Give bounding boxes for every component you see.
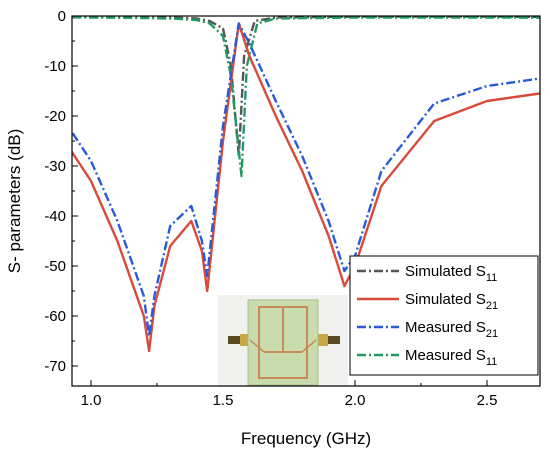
legend-label: Simulated S11 [405,263,497,284]
legend-label: Measured S21 [405,319,498,340]
y-tick-label: -70 [44,358,66,375]
y-tick-label: -50 [44,258,66,275]
legend-label: Measured S11 [405,347,497,368]
series-layer [72,16,540,353]
legend: Simulated S11 Simulated S21 Measured S21 Me… [349,255,539,376]
series-line-measured-s11 [72,16,540,178]
y-tick-label: -40 [44,208,66,225]
x-axis-title: Frequency (GHz) [241,429,371,448]
x-tick-label: 1.5 [213,392,234,409]
legend-label: Simulated S21 [405,291,498,312]
x-tick-label: 2.5 [477,392,498,409]
y-axis-title: S- parameters (dB) [5,129,24,274]
plot-frame [71,15,541,387]
y-tick-label: -20 [44,108,66,125]
y-tick-label: -10 [44,58,66,75]
y-tick-label: -60 [44,308,66,325]
filter-prototype-photo [218,295,348,387]
y-tick-label: 0 [58,8,66,25]
y-tick-label: -30 [44,158,66,175]
series-line-simulated-s21 [72,22,540,353]
axis-ticks: 1.01.52.02.53.03.54.04.50-10-20-30-40-50… [44,8,498,409]
x-tick-label: 1.0 [81,392,102,409]
x-tick-label: 2.0 [345,392,366,409]
